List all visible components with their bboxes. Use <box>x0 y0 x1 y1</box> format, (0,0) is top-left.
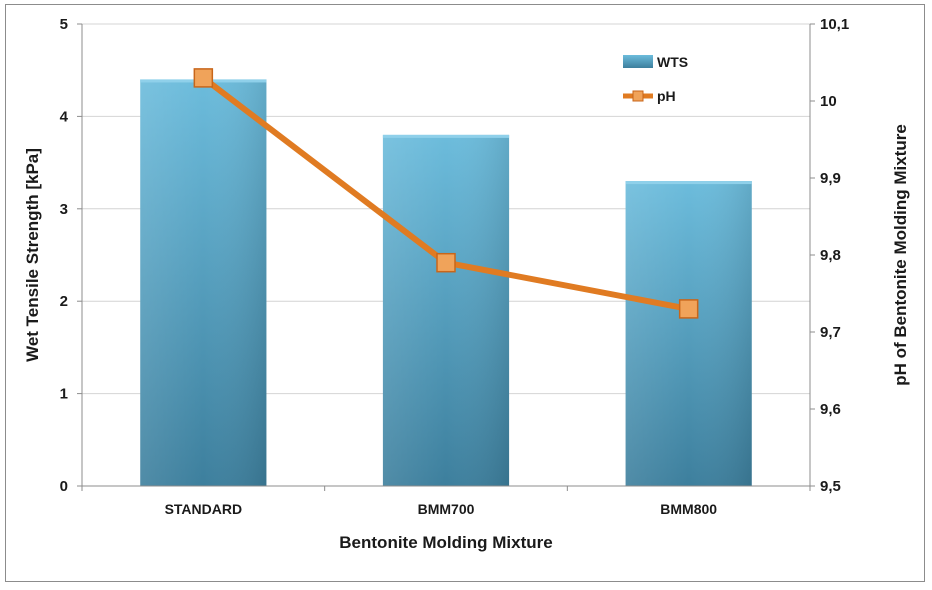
bar-wts-shade <box>382 134 510 486</box>
bar-wts-shade <box>140 79 267 486</box>
left-tick-label: 5 <box>60 16 68 33</box>
bar-wts-top <box>382 134 510 138</box>
right-tick-label: 9,6 <box>820 401 841 418</box>
left-tick-label: 3 <box>60 201 68 218</box>
bar-wts-shade <box>625 181 752 486</box>
line-series-ph <box>193 68 699 319</box>
legend-label-wts: WTS <box>657 54 688 70</box>
category-label: STANDARD <box>165 501 243 517</box>
left-tick-label: 4 <box>60 108 69 125</box>
y-axis-title-left: Wet Tensile Strength [kPa] <box>23 148 42 362</box>
bar-series-wts <box>140 79 752 486</box>
right-tick-label: 9,5 <box>820 478 841 495</box>
category-label: BMM800 <box>660 501 717 517</box>
left-tick-label: 2 <box>60 293 68 310</box>
right-axis-ticks: 9,5 9,6 9,7 9,8 9,9 10 10,1 <box>810 16 849 495</box>
right-tick-label: 9,8 <box>820 247 841 264</box>
x-axis-title: Bentonite Molding Mixture <box>339 533 552 552</box>
right-tick-label: 9,7 <box>820 324 841 341</box>
left-tick-label: 1 <box>60 386 68 403</box>
right-tick-label: 9,9 <box>820 170 841 187</box>
legend-swatch-ph-marker <box>632 90 644 102</box>
right-tick-label: 10 <box>820 93 837 110</box>
legend-label-ph: pH <box>657 88 676 104</box>
ph-point <box>193 68 214 88</box>
right-tick-label: 10,1 <box>820 16 849 33</box>
legend-swatch-wts <box>623 55 653 68</box>
left-tick-label: 0 <box>60 478 68 495</box>
legend: WTS pH <box>623 54 688 104</box>
ph-point <box>678 299 699 319</box>
y-axis-title-right: pH of Bentonite Molding Mixture <box>891 124 910 386</box>
bar-wts-top <box>625 181 752 185</box>
category-label: BMM700 <box>418 501 475 517</box>
left-axis-ticks: 0 1 2 3 4 5 <box>60 16 82 495</box>
category-labels: STANDARD BMM700 BMM800 <box>81 486 811 517</box>
ph-point <box>436 252 456 273</box>
